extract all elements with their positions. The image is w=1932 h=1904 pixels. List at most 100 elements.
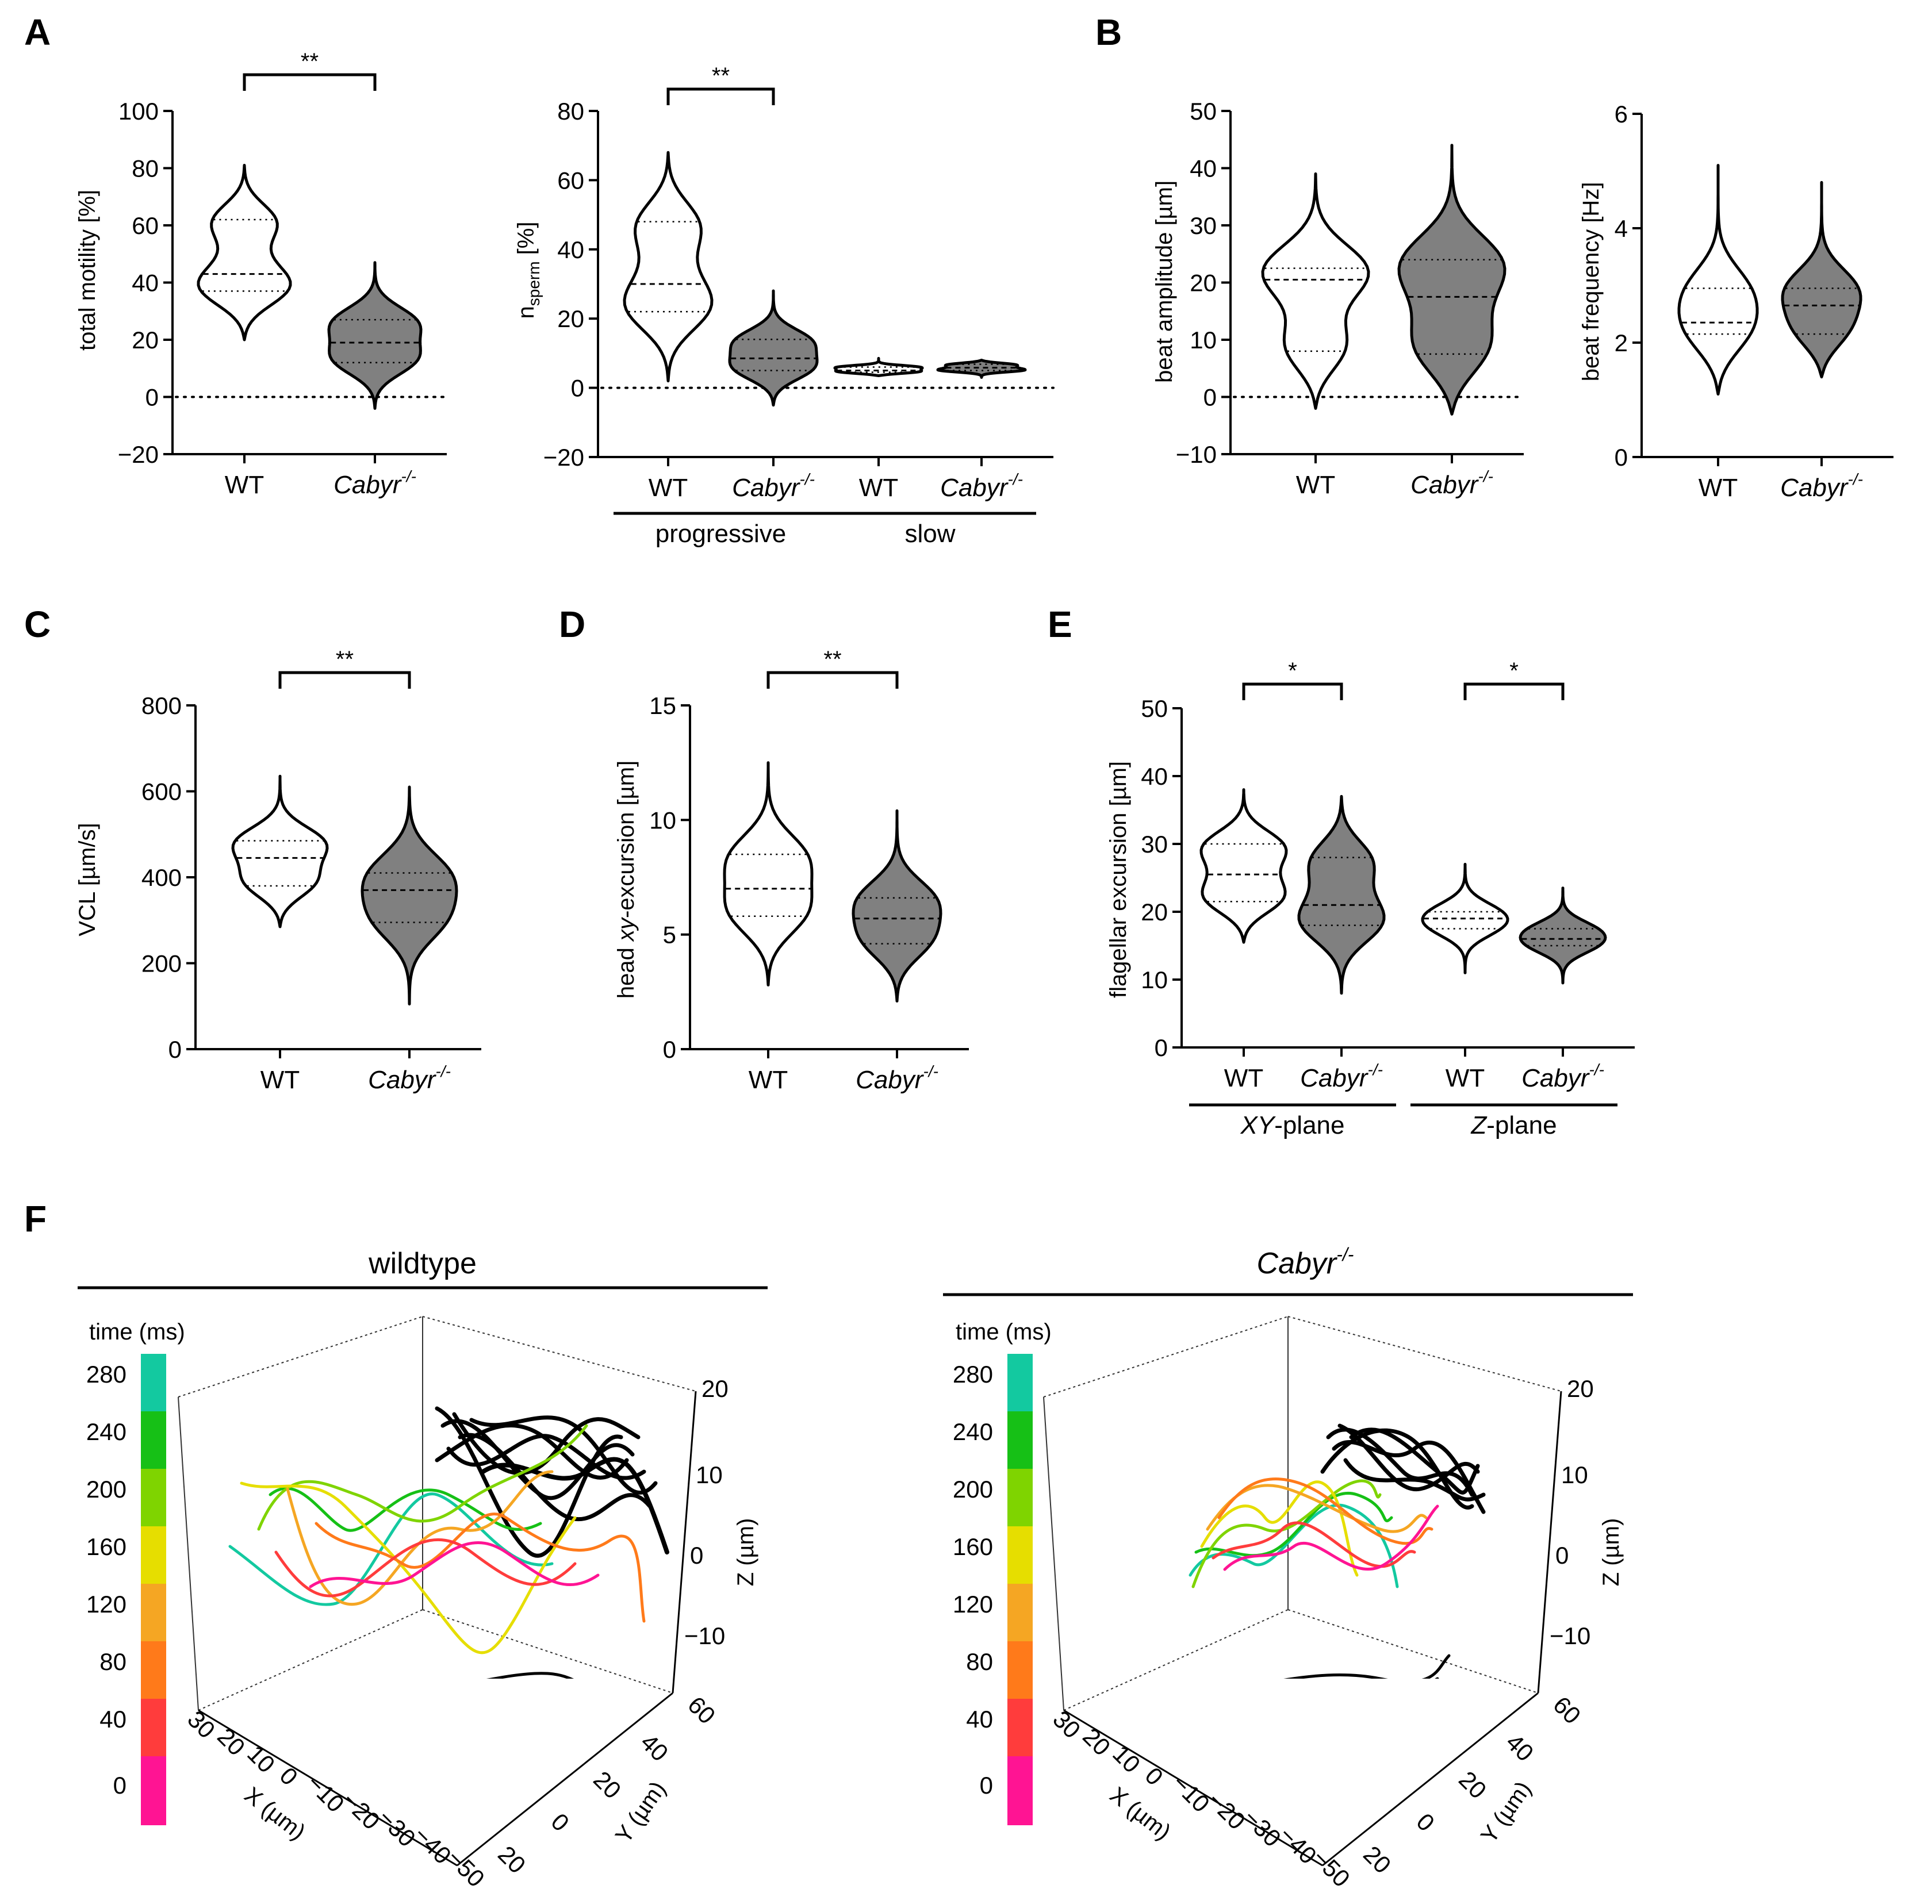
category-label: Cabyr-/- [1780,470,1863,502]
ko-x-tick: 30 [1048,1706,1086,1744]
category-label: Cabyr-/- [1410,467,1493,499]
significance-label: * [1509,658,1519,684]
ko-y-tick: 60 [1548,1691,1586,1729]
wt-colorbar-seg [141,1354,166,1411]
ko-time-tick: 280 [953,1361,993,1388]
y-tick-label: 40 [1141,763,1168,790]
ko-time-tick: 80 [966,1648,993,1675]
n-sperm-ylabel-unit: [%] [513,222,539,262]
y-tick-label: 400 [141,864,182,891]
wt-trace-color [286,1470,554,1606]
violin-wt [623,151,714,383]
wt-z-axis [672,1391,697,1694]
y-tick-label: 10 [1141,966,1168,993]
wt-colorbar-seg [141,1699,166,1756]
n-sperm-ylabel: nsperm [%] [513,222,543,319]
category-label: Cabyr-/- [940,470,1023,502]
violin-cabyr [1519,886,1607,985]
y-tick-label: 0 [571,375,584,402]
violin-cabyr [327,261,423,410]
ko-trace-black [1337,1423,1480,1492]
y-tick-label: 40 [132,270,159,297]
wt-shadow [253,1691,638,1710]
wt-shadow [276,1680,632,1717]
n-sperm-ylabel-sub: sperm [525,261,543,306]
y-tick-label: 800 [141,692,182,719]
y-tick-label: 100 [118,98,159,125]
violin-cabyr [1297,794,1386,995]
y-tick-label: 0 [1155,1034,1168,1061]
ko-colorbar-seg [1007,1411,1033,1469]
group-label: progressive [656,520,786,548]
wt-colorbar-seg [141,1756,166,1825]
category-name: Cabyr [1521,1064,1590,1092]
wt-time-tick: 160 [86,1533,126,1560]
y-tick-label: 200 [141,950,182,977]
wt-time-label: time (ms) [89,1319,185,1345]
wt-shadow [264,1699,644,1712]
ko-time-tick: 40 [966,1706,993,1733]
category-name: Cabyr [368,1066,437,1094]
ko-x-tick: 10 [1107,1740,1145,1778]
ko-x-tick: 20 [1078,1723,1116,1761]
wt-trace-color [309,1541,600,1588]
head-xy-ylabel-pre: head [614,941,639,999]
y-tick-label: 6 [1615,101,1628,128]
wt-time-tick: 120 [86,1591,126,1618]
wt-box-edge [198,1609,423,1711]
ko-time-tick: 120 [953,1591,993,1618]
panel-label-c: C [24,604,51,645]
wt-shadow [486,1672,574,1679]
y-tick-label: 20 [1190,270,1217,297]
violin-cabyr [1781,181,1862,379]
wt-box-edge [178,1316,423,1398]
y-tick-label: 5 [663,922,676,949]
ko-z-axis [1537,1391,1562,1694]
category-superscript: -/- [1007,470,1022,488]
wt-trace-color [269,1487,542,1532]
head-xy-ylabel-post: -excursion [µm] [614,761,639,918]
group-label: XY-plane [1240,1111,1344,1139]
violin-cabyr [1397,144,1506,416]
ko-x-label: X (µm) [1105,1782,1175,1845]
ko-box-edge [1043,1396,1064,1711]
y-tick-label: 0 [1615,444,1628,471]
ko-time-tick: 240 [953,1418,993,1445]
ko-x-tick: 0 [1140,1762,1168,1791]
category-label: Cabyr-/- [334,467,416,499]
category-label: WT [1446,1064,1485,1092]
ko-z-tick: 20 [1567,1375,1594,1402]
category-name: Cabyr [940,474,1009,502]
ko-box-edge [1043,1316,1289,1398]
wt-time-tick: 280 [86,1361,126,1388]
y-tick-label: 0 [168,1036,182,1063]
ko-shadow [1435,1677,1439,1679]
ko-trace-black [1349,1427,1480,1495]
wt-colorbar-seg [141,1469,166,1526]
wildtype-3d-plot: time (ms) 280 240 200 160 120 80 40 0 [86,1316,758,1893]
y-tick-label: −20 [118,441,159,468]
wt-x-axis [198,1709,458,1867]
category-superscript: -/- [1478,467,1493,485]
significance-bracket [278,671,411,689]
group-label-text: slow [904,520,955,548]
wt-y-tick: 40 [635,1729,673,1767]
category-name: Cabyr [732,474,801,502]
wt-trace-color [274,1538,577,1598]
wt-time-colorbar [141,1354,166,1825]
ko-trace-color [1194,1492,1393,1557]
ko-z-tick: 0 [1555,1542,1569,1569]
y-tick-label: −20 [543,444,584,471]
wt-shadow [288,1683,621,1710]
wt-z-tick: 20 [702,1375,729,1402]
panel-label-f: F [24,1198,47,1239]
wt-trace-color [240,1481,577,1655]
ko-colorbar-seg [1007,1526,1033,1584]
y-tick-label: 4 [1615,215,1628,242]
y-tick-label: 20 [1141,899,1168,926]
wt-time-tick: 0 [113,1772,126,1799]
beat-frequency-ylabel: beat frequency [Hz] [1578,182,1604,382]
panel-label-b: B [1095,11,1122,53]
category-label: Cabyr-/- [1521,1061,1604,1092]
violin-wt [1261,172,1370,410]
